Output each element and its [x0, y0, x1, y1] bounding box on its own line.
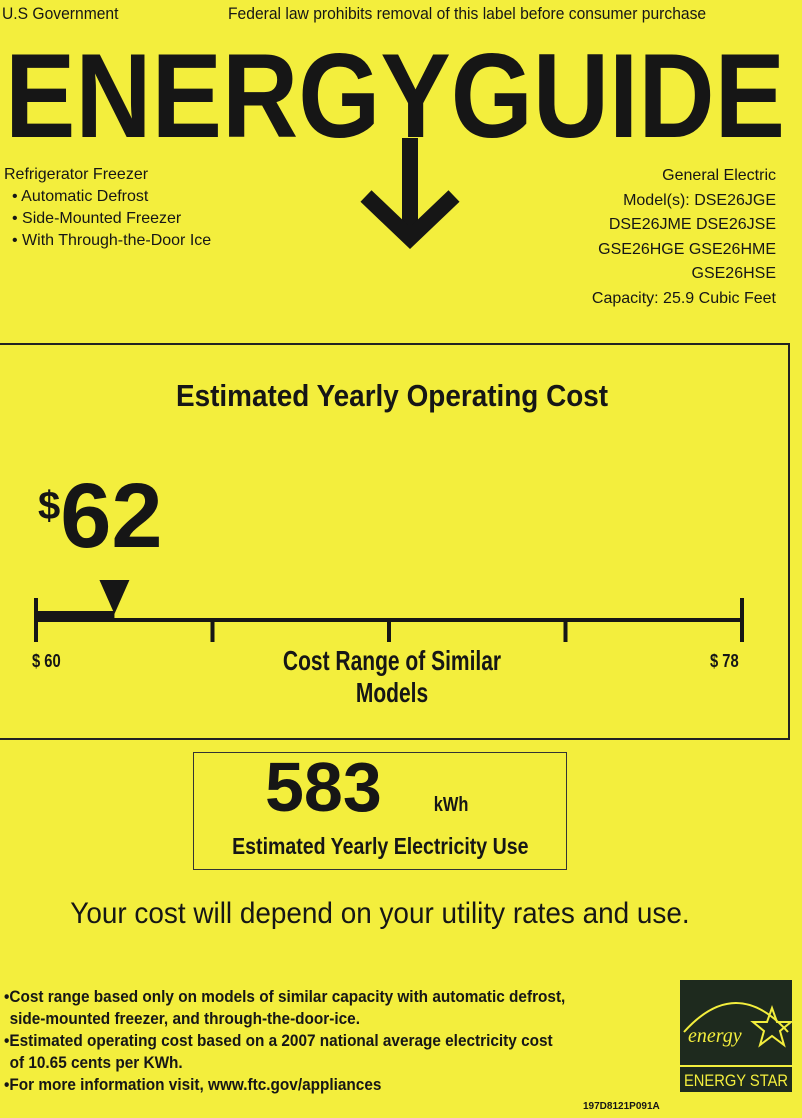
cost-range-scale	[34, 580, 744, 642]
product-description: Refrigerator Freezer • Automatic Defrost…	[4, 166, 212, 249]
operating-cost-box	[0, 343, 790, 740]
model-line: GSE26HSE	[691, 265, 776, 282]
product-type: Refrigerator Freezer	[4, 166, 149, 183]
feature: Side-Mounted Freezer	[22, 210, 182, 227]
utility-notice: Your cost will depend on your utility ra…	[70, 897, 690, 930]
kwh-value: 583	[265, 748, 382, 826]
energy-script: energy	[688, 1025, 742, 1047]
cost-bar	[36, 611, 115, 620]
range-min-label: $ 60	[32, 651, 61, 671]
energyguide-title: ENERGYGUIDE	[5, 29, 785, 250]
product-info: General Electric Model(s): DSE26JGE DSE2…	[592, 164, 776, 311]
kwh-label: Estimated Yearly Electricity Use	[231, 833, 529, 859]
capacity: Capacity: 25.9 Cubic Feet	[591, 289, 776, 307]
range-label: Cost Range of Similar Models	[282, 645, 502, 708]
feature: With Through-the-Door Ice	[22, 232, 212, 249]
footnote: side-mounted freezer, and through-the-do…	[9, 1010, 360, 1028]
range-max-label: $ 78	[710, 651, 739, 671]
government-label: U.S Government	[2, 4, 119, 23]
energy-star-text: ENERGY STAR	[684, 1071, 788, 1090]
manufacturer: General Electric	[662, 167, 776, 184]
kwh-unit: kWh	[433, 794, 469, 816]
footnote: Cost range based only on models of simil…	[9, 988, 566, 1006]
model-line: DSE26JME DSE26JSE	[608, 216, 776, 233]
electricity-box	[193, 752, 567, 870]
cost-heading: Estimated Yearly Operating Cost	[175, 378, 609, 413]
model-line: Model(s): DSE26JGE	[623, 191, 776, 209]
feature: Automatic Defrost	[21, 188, 149, 205]
footnote: Estimated operating cost based on a 2007…	[9, 1032, 553, 1050]
down-arrow-icon	[360, 138, 460, 250]
label-code: 197D8121P091A	[583, 1101, 660, 1112]
energy-star-logo: energy ENERGY STAR	[680, 980, 792, 1092]
model-line: GSE26HGE GSE26HME	[598, 240, 776, 258]
cost-marker	[99, 580, 130, 614]
footnote: For more information visit, www.ftc.gov/…	[9, 1076, 382, 1094]
footnotes: •Cost range based only on models of simi…	[4, 988, 566, 1094]
title-text: ENERGYGUIDE	[5, 29, 785, 163]
footnote: of 10.65 cents per KWh.	[9, 1054, 183, 1072]
cost-amount: $62	[38, 465, 163, 567]
removal-notice: Federal law prohibits removal of this la…	[228, 4, 707, 23]
